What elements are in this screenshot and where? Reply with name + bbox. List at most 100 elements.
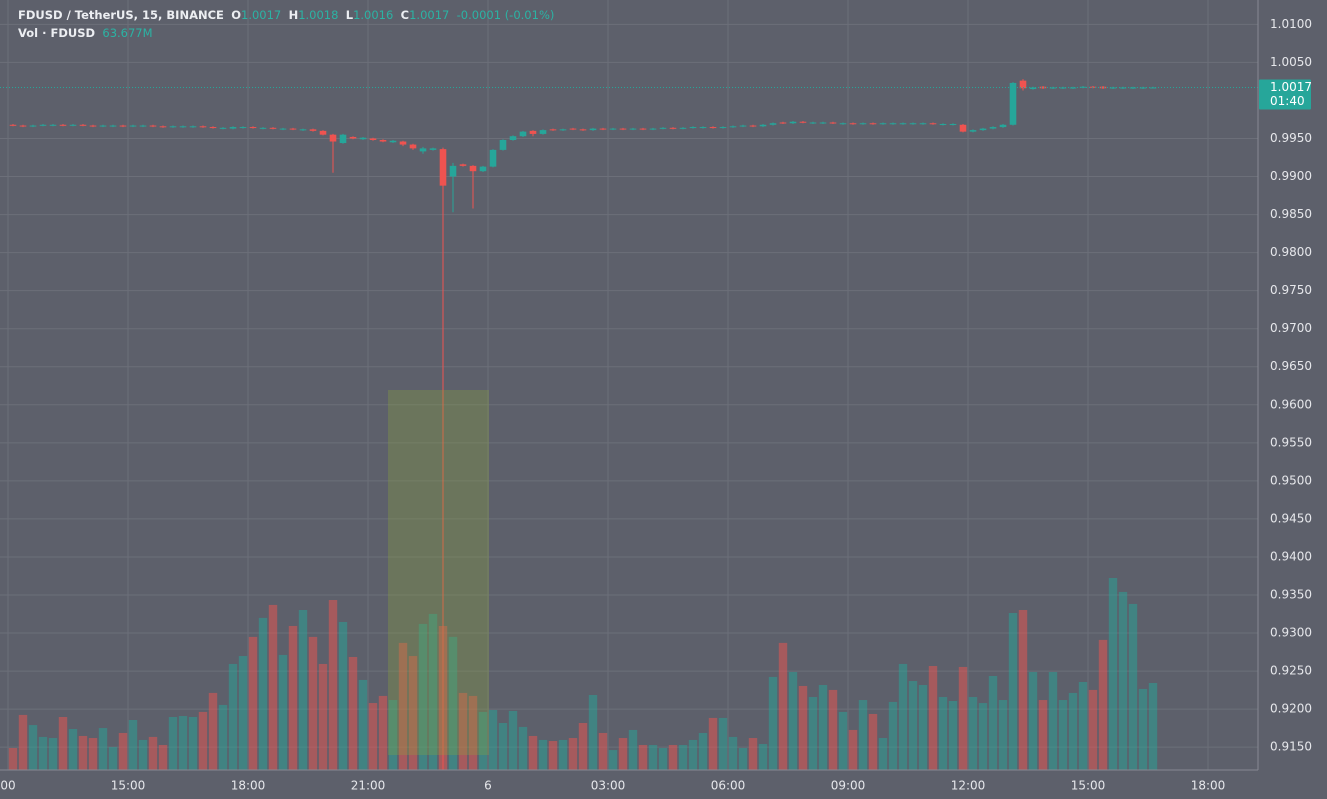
x-tick-label: 15:00: [111, 779, 146, 793]
volume-bar: [558, 739, 568, 770]
candle-body: [899, 123, 907, 125]
y-tick-label: 0.9650: [1270, 359, 1312, 373]
candle-body: [169, 126, 177, 128]
candle-body: [869, 123, 877, 125]
volume-bar: [1118, 591, 1128, 770]
highlight-box: [388, 390, 489, 755]
low-value: 1.0016: [353, 8, 394, 22]
x-tick-label: 09:00: [831, 779, 866, 793]
volume-bar: [758, 744, 768, 770]
volume-bar: [328, 600, 338, 770]
last-price-box: [1259, 79, 1311, 110]
volume-bar: [138, 739, 148, 770]
volume-bar: [788, 672, 798, 770]
x-tick-label: 15:00: [1071, 779, 1106, 793]
volume-bar: [928, 666, 938, 770]
close-value: 1.0017: [409, 8, 450, 22]
volume-bar: [708, 717, 718, 770]
candle-body: [879, 123, 887, 125]
candle-body: [559, 129, 567, 131]
candle-body: [1099, 86, 1107, 89]
candle-body: [599, 128, 607, 130]
volume-bar: [458, 692, 468, 770]
y-tick-label: 0.9700: [1270, 321, 1312, 335]
y-tick-label: 0.9450: [1270, 511, 1312, 525]
volume-bar: [58, 716, 68, 770]
volume-bar: [718, 717, 728, 770]
candle-body: [1069, 87, 1077, 89]
volume-bar: [248, 636, 258, 770]
last-price-label: 1.0017: [1270, 80, 1312, 94]
candle-body: [509, 136, 517, 140]
volume-bar: [428, 613, 438, 770]
volume-bar: [968, 697, 978, 770]
candle-body: [409, 144, 417, 149]
volume-bar: [588, 694, 598, 770]
volume-bar: [898, 663, 908, 770]
y-tick-label: 0.9400: [1270, 549, 1312, 563]
y-tick-label: 0.9500: [1270, 473, 1312, 487]
candle-body: [779, 122, 787, 124]
volume-bar: [68, 729, 78, 770]
volume-pane: [8, 578, 1158, 770]
volume-bar: [828, 689, 838, 770]
candle-body: [829, 122, 837, 124]
volume-bar: [668, 744, 678, 770]
candle-body: [199, 126, 207, 128]
candle-body: [9, 124, 17, 126]
volume-bar: [488, 710, 498, 770]
volume-bar: [958, 666, 968, 770]
low-label: L: [345, 8, 354, 22]
volume-bar: [658, 747, 668, 770]
volume-bar: [648, 744, 658, 770]
volume-bar: [498, 722, 508, 770]
volume-bar: [698, 732, 708, 770]
volume-bar: [858, 700, 868, 770]
candle-body: [889, 123, 897, 125]
volume-bar: [128, 719, 138, 770]
volume-bar: [268, 604, 278, 770]
volume-bar: [598, 732, 608, 770]
volume-bar: [258, 617, 268, 770]
volume-bar: [998, 700, 1008, 770]
volume-bar: [338, 622, 348, 770]
volume-bar: [1008, 612, 1018, 770]
volume-bar: [288, 625, 298, 770]
price-axis-bg: [1258, 0, 1327, 799]
x-tick-label: 00: [0, 779, 15, 793]
candle-body: [489, 149, 497, 167]
candle-body: [619, 128, 627, 130]
y-tick-label: 0.9800: [1270, 245, 1312, 259]
volume-bar: [1038, 700, 1048, 770]
volume-bar: [358, 679, 368, 770]
volume-bar: [948, 700, 958, 770]
close-label: C: [400, 8, 410, 22]
candle-body: [789, 121, 797, 124]
candle-body: [399, 141, 407, 145]
volume-bar: [78, 735, 88, 770]
candle-body: [629, 128, 637, 130]
high-value: 1.0018: [298, 8, 339, 22]
candle-body: [959, 124, 967, 132]
volume-bar: [1108, 578, 1118, 770]
candle-body: [549, 129, 557, 131]
volume-bar: [778, 642, 788, 770]
candle-body: [859, 123, 867, 125]
volume-bar: [8, 747, 18, 770]
candle-body: [579, 129, 587, 131]
candle-body: [719, 127, 727, 129]
candle-body: [659, 127, 667, 129]
candle-body: [359, 137, 367, 140]
volume-bar: [618, 738, 628, 770]
volume-bar: [168, 716, 178, 770]
volume-bar: [678, 744, 688, 770]
candle-body: [209, 127, 217, 129]
candle-body: [709, 127, 717, 129]
volume-value: 63.677M: [102, 26, 153, 40]
candle-body: [809, 122, 817, 124]
candle-body: [89, 125, 97, 127]
candle-body: [339, 134, 347, 144]
volume-bar: [198, 711, 208, 770]
volume-bar: [148, 736, 158, 770]
